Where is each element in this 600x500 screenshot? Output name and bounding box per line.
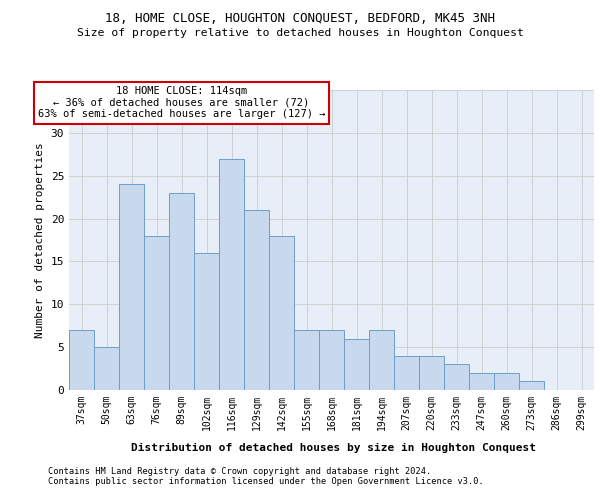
Text: Distribution of detached houses by size in Houghton Conquest: Distribution of detached houses by size … bbox=[131, 442, 536, 452]
Text: 18 HOME CLOSE: 114sqm
← 36% of detached houses are smaller (72)
63% of semi-deta: 18 HOME CLOSE: 114sqm ← 36% of detached … bbox=[38, 86, 325, 120]
Bar bbox=[69, 330, 94, 390]
Bar bbox=[319, 330, 344, 390]
Y-axis label: Number of detached properties: Number of detached properties bbox=[35, 142, 45, 338]
Bar bbox=[519, 382, 544, 390]
Bar bbox=[344, 338, 369, 390]
Bar bbox=[219, 158, 244, 390]
Text: Contains HM Land Registry data © Crown copyright and database right 2024.: Contains HM Land Registry data © Crown c… bbox=[48, 467, 431, 476]
Bar bbox=[144, 236, 169, 390]
Bar bbox=[419, 356, 444, 390]
Text: Size of property relative to detached houses in Houghton Conquest: Size of property relative to detached ho… bbox=[77, 28, 523, 38]
Bar bbox=[94, 347, 119, 390]
Bar bbox=[194, 253, 219, 390]
Bar bbox=[394, 356, 419, 390]
Bar bbox=[494, 373, 519, 390]
Bar bbox=[369, 330, 394, 390]
Bar bbox=[169, 193, 194, 390]
Bar bbox=[469, 373, 494, 390]
Bar bbox=[269, 236, 294, 390]
Text: Contains public sector information licensed under the Open Government Licence v3: Contains public sector information licen… bbox=[48, 477, 484, 486]
Text: 18, HOME CLOSE, HOUGHTON CONQUEST, BEDFORD, MK45 3NH: 18, HOME CLOSE, HOUGHTON CONQUEST, BEDFO… bbox=[105, 12, 495, 26]
Bar bbox=[244, 210, 269, 390]
Bar bbox=[119, 184, 144, 390]
Bar bbox=[294, 330, 319, 390]
Bar bbox=[444, 364, 469, 390]
